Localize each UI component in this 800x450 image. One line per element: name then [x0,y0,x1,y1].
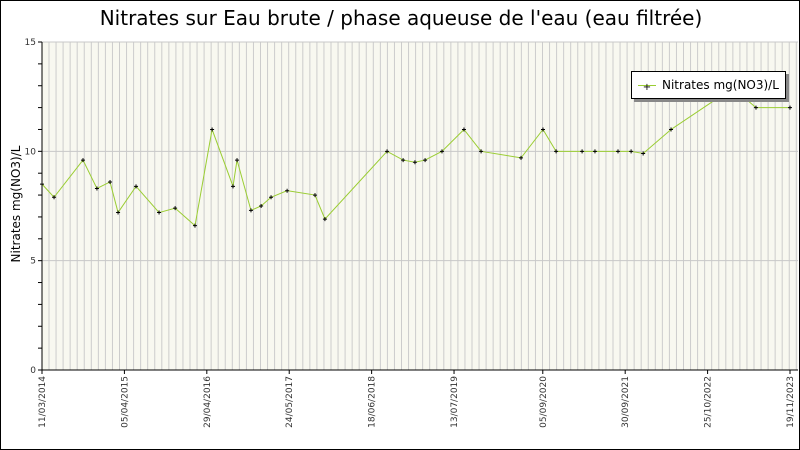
x-tick-label: 11/03/2014 [38,376,48,428]
data-point [540,127,545,132]
x-tick-label: 30/09/2021 [621,376,631,428]
data-point [210,127,215,132]
data-point [116,210,121,215]
data-point [259,204,264,208]
data-point [592,149,597,154]
y-tick-label: 0 [30,366,36,376]
y-tick-label: 15 [25,38,36,48]
data-point [322,217,327,222]
data-point [40,182,44,187]
data-point [616,149,621,154]
data-point [412,160,417,165]
data-point [173,206,178,211]
data-point [788,105,792,110]
data-point [80,158,85,163]
data-point [519,155,524,160]
legend-marker-icon: + [632,79,662,93]
series-line [41,87,790,227]
data-point [554,149,559,154]
data-point [479,149,484,154]
data-point [248,208,253,213]
x-tick-label: 25/10/2022 [704,376,714,428]
data-point [423,158,428,163]
data-point [669,127,674,132]
legend-label: Nitrates mg(NO3)/L [662,78,779,92]
data-point [108,179,113,184]
data-point [192,223,197,228]
x-tick-label: 18/06/2018 [368,376,378,428]
y-tick-label: 5 [30,257,36,267]
data-point [385,149,390,154]
x-tick-label: 13/07/2019 [450,376,460,428]
data-point [629,149,634,154]
data-point [439,149,444,154]
data-point [52,195,57,200]
data-point [285,188,290,193]
legend: + Nitrates mg(NO3)/L [631,71,786,99]
data-point [753,105,758,110]
data-point [235,158,240,163]
chart-title: Nitrates sur Eau brute / phase aqueuse d… [99,6,703,30]
data-point [231,184,236,189]
data-point [312,193,317,198]
data-point [134,184,139,189]
x-tick-label: 24/05/2017 [285,376,295,428]
x-tick-label: 05/09/2020 [539,376,549,428]
data-point [401,158,406,163]
x-tick-label: 29/04/2016 [203,376,213,428]
y-tick-label: 10 [25,147,37,157]
data-point [269,195,274,200]
data-point [157,210,162,215]
data-point [641,151,646,156]
data-point [461,127,466,132]
data-point [94,186,99,191]
data-point [580,149,585,154]
x-tick-label: 05/04/2015 [120,376,130,428]
x-tick-label: 19/11/2023 [786,376,796,428]
